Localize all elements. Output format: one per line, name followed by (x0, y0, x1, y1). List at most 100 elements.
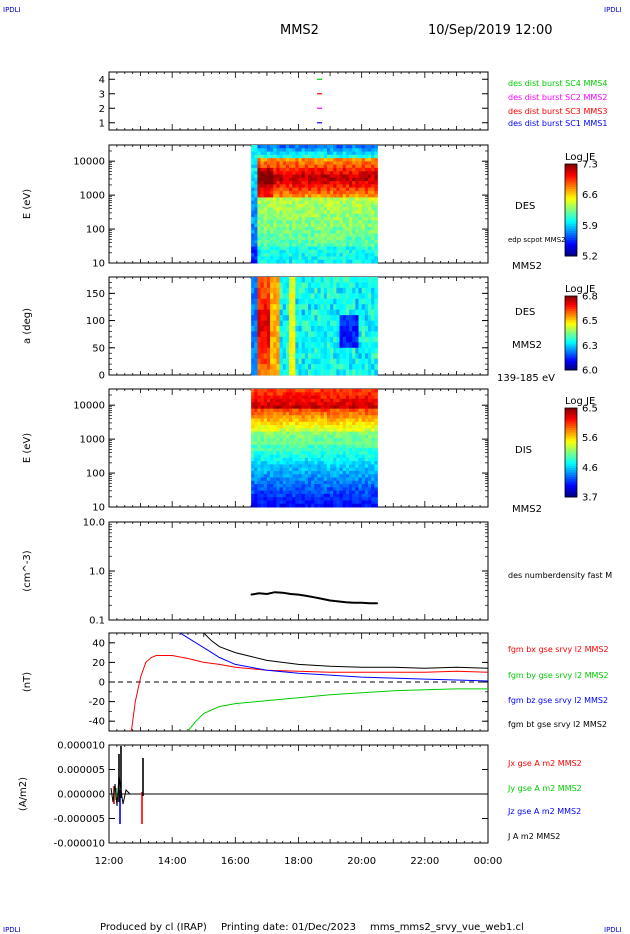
colorbar-cell (565, 244, 577, 248)
heatmap-cell (323, 181, 328, 185)
heatmap-cell (330, 441, 334, 446)
heatmap-cell (304, 287, 309, 294)
heatmap-cell (364, 181, 369, 185)
heatmap-cell (336, 194, 340, 198)
heatmap-cell (326, 464, 331, 469)
heatmap-cell (339, 167, 344, 172)
heatmap-cell (358, 353, 363, 360)
heatmap-cell (292, 148, 296, 152)
heatmap-cell (367, 304, 372, 311)
heatmap-cell (323, 197, 328, 202)
heatmap-cell (317, 451, 322, 455)
heatmap-cell (358, 309, 363, 316)
heatmap-cell (292, 282, 296, 289)
heatmap-cell (279, 207, 284, 211)
heatmap-cell (282, 347, 287, 354)
heatmap-cell (374, 161, 378, 166)
heatmap-cell (336, 336, 340, 343)
heatmap-cell (251, 200, 255, 205)
heatmap-cell (282, 441, 287, 446)
heatmap-cell (260, 243, 265, 248)
heatmap-cell (323, 431, 328, 436)
heatmap-cell (251, 213, 255, 218)
heatmap-cell (352, 389, 356, 393)
heatmap-cell (298, 151, 303, 156)
heatmap-cell (279, 315, 284, 321)
heatmap-cell (314, 320, 318, 327)
heatmap-cell (333, 187, 337, 192)
heatmap-cell (276, 309, 280, 316)
heatmap-cell (263, 223, 268, 228)
heatmap-cell (330, 331, 334, 338)
density-y-tick-label: 1.0 (89, 567, 105, 578)
heatmap-cell (292, 493, 296, 498)
heatmap-cell (298, 233, 303, 238)
heatmap-cell (349, 434, 353, 439)
heatmap-cell (317, 287, 322, 294)
heatmap-cell (367, 243, 372, 248)
heatmap-cell (374, 148, 378, 152)
des-pitch-right-label: MMS2 (512, 340, 542, 351)
heatmap-cell (301, 230, 306, 234)
heatmap-cell (326, 184, 331, 189)
heatmap-cell (314, 236, 318, 241)
heatmap-cell (358, 389, 363, 393)
heatmap-cell (276, 457, 280, 462)
heatmap-cell (320, 246, 325, 251)
heatmap-cell (273, 434, 277, 439)
heatmap-cell (317, 398, 322, 403)
heatmap-cell (355, 197, 359, 202)
heatmap-cell (361, 158, 366, 162)
heatmap-cell (266, 181, 271, 185)
heatmap-cell (371, 233, 375, 238)
heatmap-cell (333, 353, 337, 360)
heatmap-cell (295, 190, 299, 195)
heatmap-cell (282, 236, 287, 241)
heatmap-cell (326, 411, 331, 416)
heatmap-cell (364, 293, 369, 300)
colorbar-cell (565, 432, 577, 436)
heatmap-cell (257, 315, 261, 321)
heatmap-cell (307, 395, 312, 400)
heatmap-cell (295, 309, 299, 316)
heatmap-cell (349, 415, 353, 419)
heatmap-cell (282, 217, 287, 221)
heatmap-cell (254, 181, 258, 185)
heatmap-cell (292, 277, 296, 283)
heatmap-cell (364, 230, 369, 234)
heatmap-cell (333, 287, 337, 294)
heatmap-cell (266, 464, 271, 469)
heatmap-cell (311, 240, 315, 244)
heatmap-cell (295, 230, 299, 234)
heatmap-cell (289, 474, 293, 478)
heatmap-cell (326, 315, 331, 321)
heatmap-cell (285, 282, 290, 289)
heatmap-cell (326, 467, 331, 472)
heatmap-cell (361, 326, 366, 332)
heatmap-cell (251, 457, 255, 462)
heatmap-cell (367, 398, 372, 403)
heatmap-cell (254, 167, 258, 172)
heatmap-cell (298, 402, 303, 406)
heatmap-cell (251, 464, 255, 469)
heatmap-cell (352, 402, 356, 406)
heatmap-cell (307, 454, 312, 459)
heatmap-cell (349, 326, 353, 332)
heatmap-cell (355, 438, 359, 442)
heatmap-cell (364, 418, 369, 423)
heatmap-cell (301, 405, 306, 410)
heatmap-cell (311, 448, 315, 452)
heatmap-cell (260, 249, 265, 254)
heatmap-cell (254, 402, 258, 406)
heatmap-cell (307, 197, 312, 202)
heatmap-cell (301, 204, 306, 208)
heatmap-cell (273, 402, 277, 406)
heatmap-cell (352, 213, 356, 218)
heatmap-cell (342, 246, 347, 251)
heatmap-cell (260, 503, 265, 508)
heatmap-cell (336, 259, 340, 264)
heatmap-cell (339, 210, 344, 215)
heatmap-cell (342, 467, 347, 472)
heatmap-cell (320, 425, 325, 429)
heatmap-cell (257, 331, 261, 338)
